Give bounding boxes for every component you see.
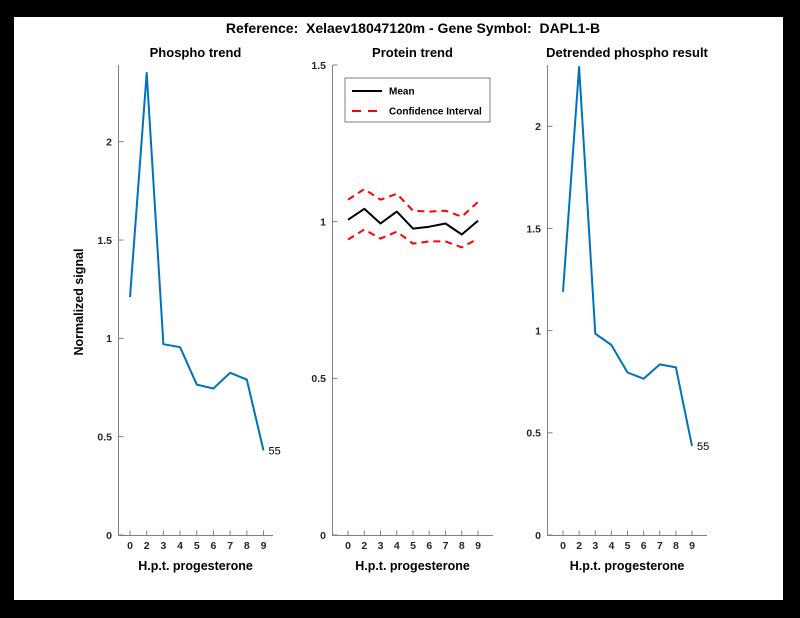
x-tick-label: 2 [361, 540, 367, 552]
x-tick-label: 6 [426, 540, 432, 552]
x-tick-label: 3 [378, 540, 384, 552]
x-tick-label: 7 [227, 540, 233, 552]
x-tick-label: 9 [475, 540, 481, 552]
y-tick-label: 1 [320, 216, 326, 228]
x-tick-label: 9 [689, 540, 695, 552]
legend-box: Mean Confidence Interval [344, 77, 491, 123]
x-tick-label: 4 [394, 540, 400, 552]
legend-border [344, 77, 491, 123]
legend-label: Confidence Interval [389, 107, 482, 118]
series-line [562, 66, 693, 447]
series-line [347, 228, 479, 249]
y-tick-label: 0.5 [526, 428, 541, 440]
y-tick-label: 1.5 [311, 60, 326, 72]
x-tick-label: 8 [244, 540, 250, 552]
y-tick-label: 0 [320, 530, 326, 542]
x-axis-label: H.p.t. progesterone [138, 559, 253, 573]
x-tick-label: 7 [443, 540, 449, 552]
x-axis-label: H.p.t. progesterone [355, 559, 470, 573]
last-point-annotation: 55 [697, 441, 709, 453]
x-tick-label: 0 [345, 540, 351, 552]
legend-label: Mean [389, 87, 415, 98]
x-tick-label: 6 [641, 540, 647, 552]
subplot-title: Detrended phospho result [546, 45, 708, 60]
x-tick-label: 4 [177, 540, 183, 552]
series-line [347, 188, 479, 218]
y-tick-label: 1 [106, 333, 112, 345]
x-tick-label: 7 [657, 540, 663, 552]
x-tick-label: 4 [608, 540, 614, 552]
x-tick-label: 5 [625, 540, 631, 552]
x-tick-label: 0 [127, 540, 133, 552]
x-tick-label: 6 [211, 540, 217, 552]
subplot-title: Protein trend [372, 45, 453, 60]
y-tick-label: 2 [106, 136, 112, 148]
x-tick-label: 3 [592, 540, 598, 552]
x-tick-label: 5 [410, 540, 416, 552]
series-line [129, 71, 265, 451]
x-tick-label: 0 [560, 540, 566, 552]
x-axis-label: H.p.t. progesterone [570, 559, 685, 573]
y-tick-label: 0 [106, 530, 112, 542]
y-tick-label: 0 [535, 530, 541, 542]
x-tick-label: 9 [261, 540, 267, 552]
figure-title: Reference: Xelaev18047120m - Gene Symbol… [225, 20, 601, 36]
y-tick-label: 2 [535, 121, 541, 133]
y-tick-label: 0.5 [311, 373, 326, 385]
x-tick-label: 5 [194, 540, 200, 552]
x-tick-label: 3 [160, 540, 166, 552]
y-tick-label: 1 [535, 325, 541, 337]
series-line [347, 207, 479, 236]
x-tick-label: 8 [459, 540, 465, 552]
x-tick-label: 2 [144, 540, 150, 552]
y-tick-label: 1.5 [97, 235, 112, 247]
matlab-figure-canvas: Reference: Xelaev18047120m - Gene Symbol… [14, 17, 783, 600]
last-point-annotation: 55 [269, 445, 281, 457]
x-tick-label: 2 [576, 540, 582, 552]
x-tick-label: 8 [673, 540, 679, 552]
subplot-title: Phospho trend [150, 45, 242, 60]
y-tick-label: 1.5 [526, 223, 541, 235]
y-tick-label: 0.5 [97, 431, 112, 443]
